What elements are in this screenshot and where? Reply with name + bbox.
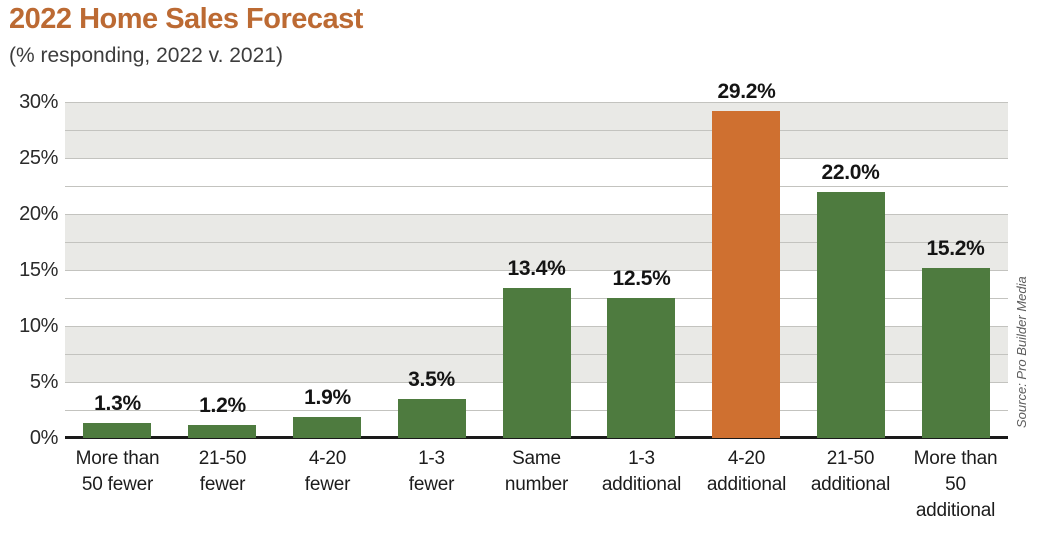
- x-category-label: 4-20 fewer: [304, 448, 351, 495]
- bar-value-label: 1.9%: [304, 386, 351, 409]
- bar-value-label: 15.2%: [926, 237, 985, 260]
- x-category-label: More than 50 fewer: [75, 448, 160, 495]
- y-tick-label: 25%: [19, 147, 58, 169]
- bar-1-3-fewer: [398, 399, 466, 438]
- y-tick-label: 0%: [29, 427, 59, 449]
- y-tick-label: 30%: [19, 91, 58, 113]
- gridline: [65, 214, 1008, 215]
- bar-value-label: 13.4%: [507, 257, 566, 280]
- chart-title: 2022 Home Sales Forecast: [9, 3, 363, 35]
- gridline: [65, 270, 1008, 271]
- gridline: [65, 186, 1008, 187]
- gridline: [65, 242, 1008, 243]
- source-credit: Source: Pro Builder Media: [1014, 276, 1029, 429]
- gridline: [65, 102, 1008, 103]
- bar-value-label: 29.2%: [717, 80, 776, 103]
- bar-value-label: 12.5%: [612, 267, 671, 290]
- x-category-label: 21-50 additional: [810, 448, 891, 495]
- bar-21-50-fewer: [188, 425, 256, 438]
- plot-area: [65, 102, 1008, 439]
- x-category-label: 1-3 fewer: [408, 448, 455, 495]
- chart-subtitle: (% responding, 2022 v. 2021): [9, 44, 283, 67]
- bar-same-number: [503, 288, 571, 438]
- bar-more-than-50-fewer: [83, 423, 151, 438]
- gridline: [65, 130, 1008, 131]
- x-category-label: More than 50 additional: [913, 448, 998, 521]
- y-tick-label: 20%: [19, 203, 58, 225]
- bar-4-20-fewer: [293, 417, 361, 438]
- bar-more-than-50-additional: [922, 268, 990, 438]
- x-category-label: 4-20 additional: [706, 448, 787, 495]
- y-tick-label: 10%: [19, 315, 58, 337]
- x-category-label: 1-3 additional: [601, 448, 682, 495]
- y-tick-label: 5%: [29, 371, 59, 393]
- bar-value-label: 22.0%: [821, 161, 880, 184]
- bar-21-50-additional: [817, 192, 885, 438]
- bar-value-label: 1.2%: [199, 394, 246, 417]
- bar-value-label: 1.3%: [94, 392, 141, 415]
- bar-1-3-additional: [607, 298, 675, 438]
- x-category-label: 21-50 fewer: [198, 448, 247, 495]
- bar-value-label: 3.5%: [408, 368, 455, 391]
- bar-4-20-additional: [712, 111, 780, 438]
- x-category-label: Same number: [504, 448, 569, 495]
- y-tick-label: 15%: [19, 259, 58, 281]
- gridline: [65, 158, 1008, 159]
